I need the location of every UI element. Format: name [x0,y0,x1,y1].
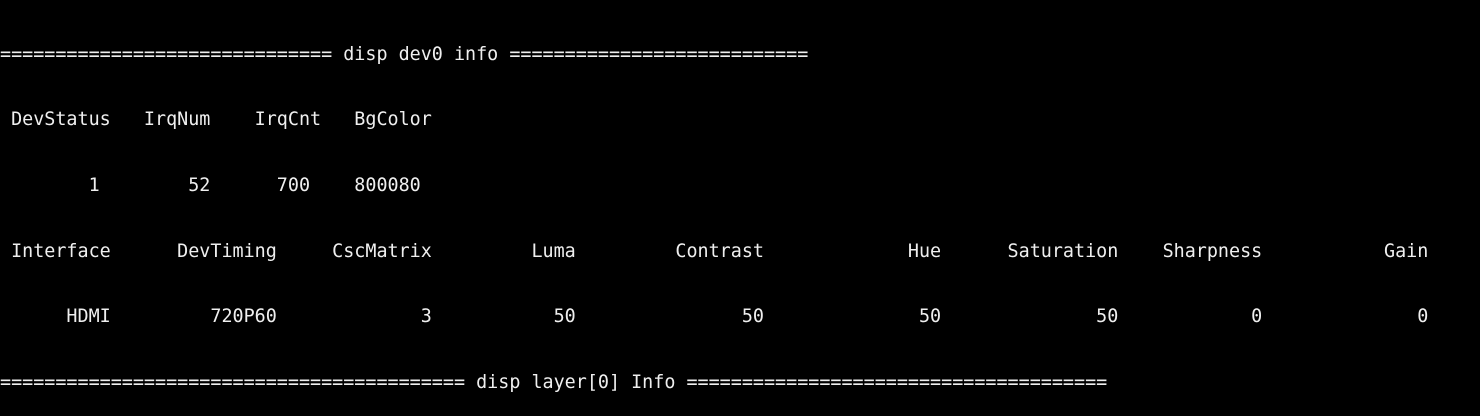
section-header-layer0-info: ========================================… [0,372,1108,394]
section-header-dev0-info: ============================== disp dev0… [0,43,809,65]
dev0-header-row-1: DevStatus IrqNum IrqCnt BgColor [0,109,432,131]
dev0-value-row-2: HDMI 720P60 3 50 50 50 50 0 0 [0,306,1429,328]
dev0-value-row-1: 1 52 700 800080 [0,175,421,197]
dev0-header-row-2: Interface DevTiming CscMatrix Luma Contr… [0,240,1429,262]
